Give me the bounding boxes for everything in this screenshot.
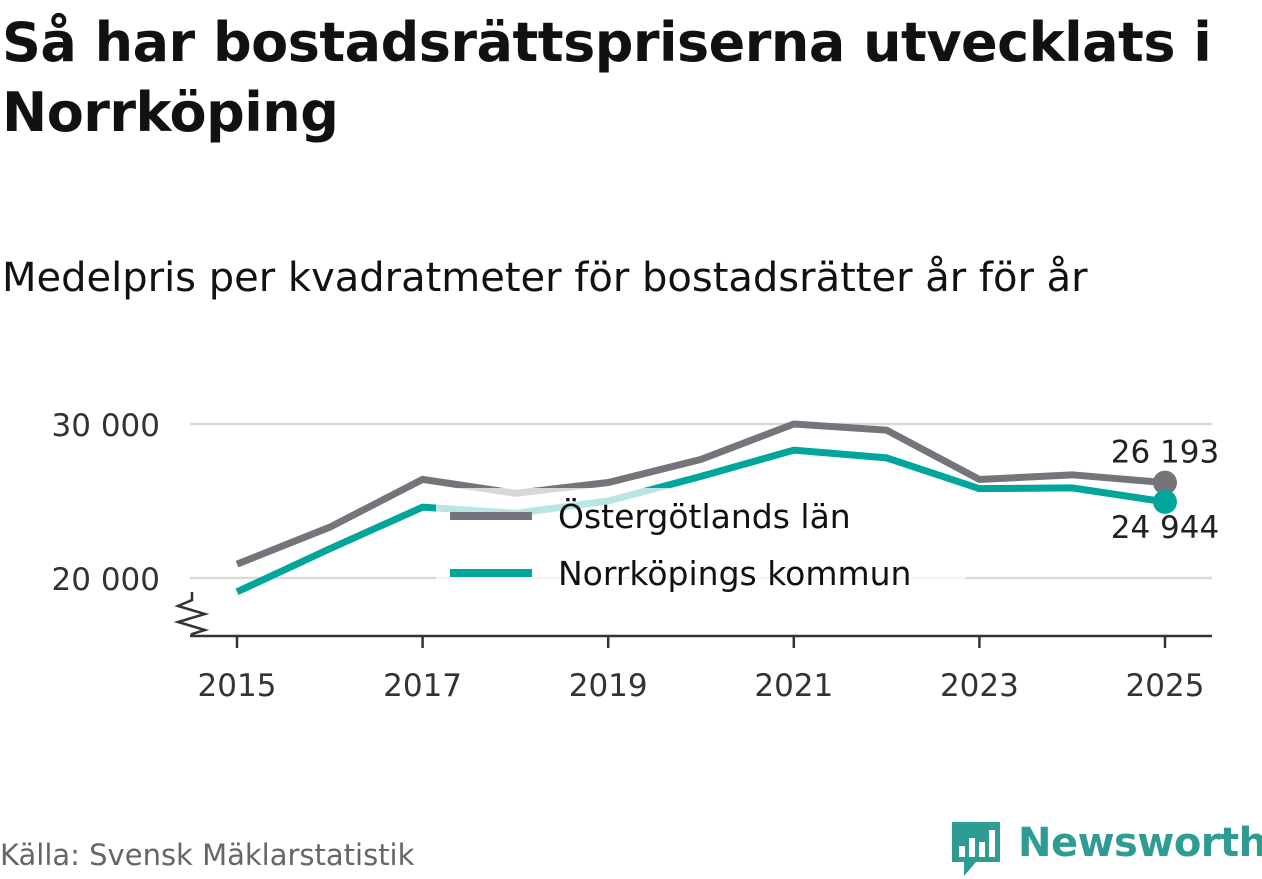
series-line-0 bbox=[235, 420, 1166, 568]
series-end-marker-1 bbox=[1153, 489, 1177, 514]
series-line-1 bbox=[235, 446, 1166, 596]
y-tick-label-20000: 20 000 bbox=[52, 562, 160, 598]
end-label-1: 24 944 bbox=[1111, 510, 1219, 546]
legend: Östergötlands län Norrköpings kommun bbox=[436, 488, 966, 606]
legend-background bbox=[436, 488, 966, 606]
y-tick-label-30000: 30 000 bbox=[52, 408, 160, 444]
chart-subtitle: Medelpris per kvadratmeter för bostadsrä… bbox=[2, 255, 1088, 301]
legend-label-norrkoping: Norrköpings kommun bbox=[558, 554, 911, 593]
chart-title: Så har bostadsrättspriserna utvecklats i… bbox=[2, 11, 1212, 144]
series-lines bbox=[235, 420, 1177, 596]
axes: 20 000 30 000 2015 2017 2019 2021 2023 2025 bbox=[52, 408, 1212, 704]
source-credit: Källa: Svensk Mäklarstatistik bbox=[0, 838, 415, 872]
end-label-0: 26 193 bbox=[1111, 435, 1219, 471]
x-tick-label-2017: 2017 bbox=[383, 668, 462, 704]
brand-name: Newsworthy bbox=[1018, 820, 1262, 866]
x-tick-label-2023: 2023 bbox=[940, 668, 1019, 704]
x-tick-label-2019: 2019 bbox=[569, 668, 648, 704]
legend-label-ostergotland: Östergötlands län bbox=[558, 496, 851, 536]
series-end-marker-0 bbox=[1153, 470, 1177, 495]
newsworthy-logo-icon bbox=[952, 822, 1000, 876]
x-tick-label-2021: 2021 bbox=[754, 668, 833, 704]
x-tick-label-2025: 2025 bbox=[1126, 668, 1205, 704]
y-axis-break-icon bbox=[173, 592, 210, 636]
x-tick-label-2015: 2015 bbox=[198, 668, 277, 704]
brand-logo[interactable]: Newsworthy bbox=[950, 818, 1262, 878]
end-labels: 26 193 24 944 bbox=[1111, 435, 1219, 546]
